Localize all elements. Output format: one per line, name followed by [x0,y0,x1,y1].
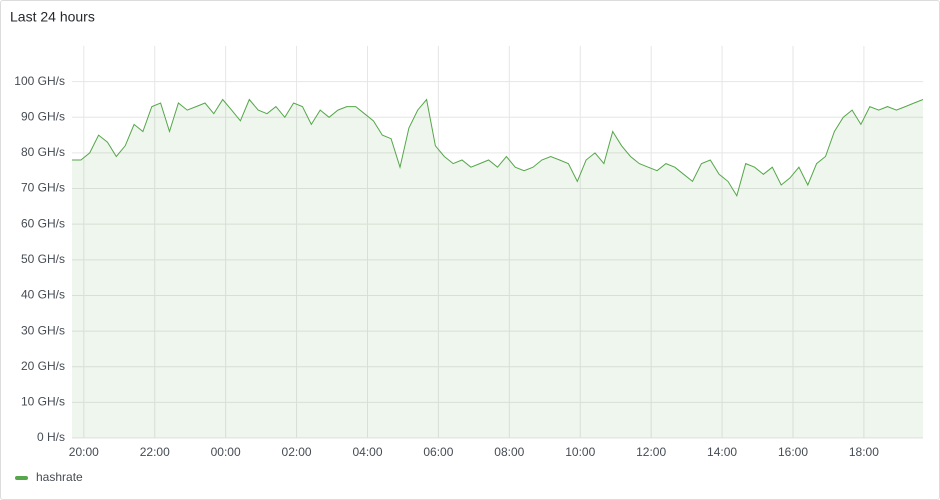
x-tick-label: 08:00 [494,445,524,459]
y-tick-label: 60 GH/s [21,216,65,230]
y-tick-label: 80 GH/s [21,145,65,159]
x-tick-label: 18:00 [849,445,879,459]
x-tick-label: 02:00 [282,445,312,459]
x-tick-label: 20:00 [69,445,99,459]
y-tick-label: 0 H/s [37,430,65,444]
y-tick-label: 90 GH/s [21,109,65,123]
area [72,99,923,438]
y-tick-label: 30 GH/s [21,323,65,337]
y-tick-label: 100 GH/s [14,74,65,88]
x-tick-label: 14:00 [707,445,737,459]
y-tick-label: 70 GH/s [21,181,65,195]
y-tick-label: 10 GH/s [21,395,65,409]
x-tick-label: 06:00 [423,445,453,459]
line [72,98,924,197]
x-tick-label: 00:00 [211,445,241,459]
y-tick-label: 50 GH/s [21,252,65,266]
chart-title: Last 24 hours [10,9,95,25]
x-tick-label: 16:00 [778,445,808,459]
legend-label: hashrate [36,470,83,484]
legend-swatch [15,476,28,480]
x-tick-label: 22:00 [140,445,170,459]
x-tick-label: 12:00 [636,445,666,459]
x-tick-label: 10:00 [565,445,595,459]
x-tick-label: 04:00 [352,445,382,459]
y-tick-label: 20 GH/s [21,359,65,373]
y-tick-label: 40 GH/s [21,288,65,302]
